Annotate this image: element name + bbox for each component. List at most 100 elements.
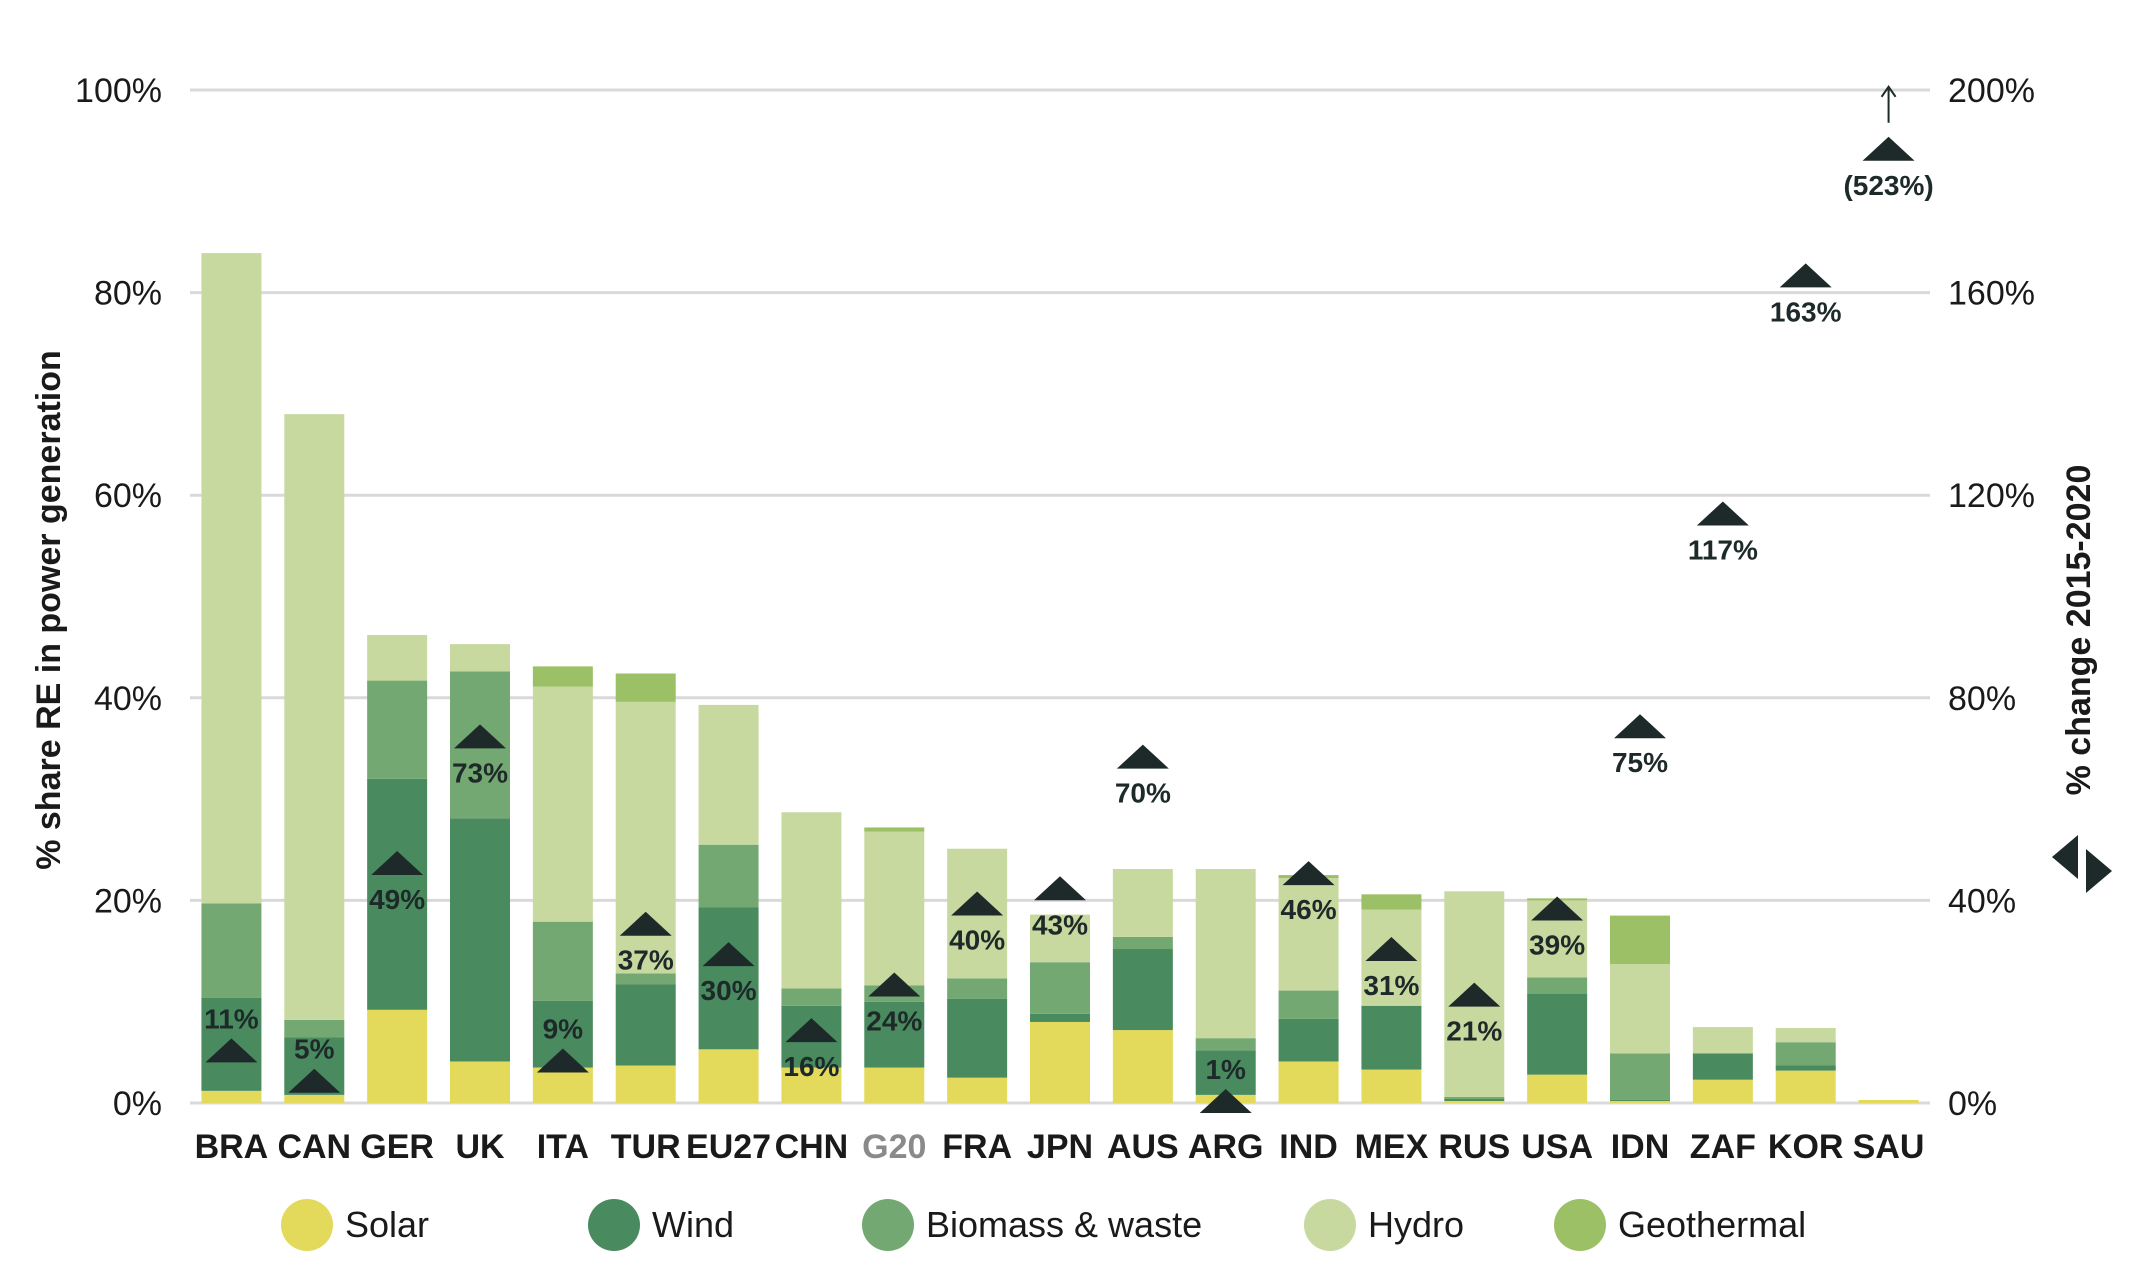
bar-segment-solar-g20 xyxy=(864,1067,925,1103)
bar-segment-biomass-waste-kor xyxy=(1775,1042,1836,1066)
category-label-arg: ARG xyxy=(1188,1128,1264,1166)
change-marker-mex xyxy=(1365,937,1418,962)
legend-swatch-geothermal xyxy=(1554,1199,1606,1251)
category-label-chn: CHN xyxy=(775,1128,849,1166)
left-tick-label: 80% xyxy=(94,275,162,313)
change-marker-g20 xyxy=(868,972,921,997)
change-label-chn: 16% xyxy=(783,1051,839,1082)
change-label-mex: 31% xyxy=(1363,970,1419,1001)
left-tick-label: 40% xyxy=(94,680,162,718)
change-marker-bra xyxy=(205,1038,258,1063)
category-label-rus: RUS xyxy=(1438,1128,1510,1166)
change-marker-eu27 xyxy=(702,942,755,967)
change-marker-aus xyxy=(1116,744,1169,769)
bar-segment-wind-ind xyxy=(1278,1018,1339,1062)
change-label-ind: 46% xyxy=(1281,894,1337,925)
bar-segment-hydro-arg xyxy=(1195,868,1256,1039)
change-marker-arg xyxy=(1199,1089,1252,1113)
bar-segment-solar-mex xyxy=(1361,1069,1422,1103)
bar-segment-geothermal-idn xyxy=(1610,915,1670,965)
off-scale-arrowhead-icon xyxy=(1880,85,1897,98)
bar-segment-biomass-waste-jpn xyxy=(1030,962,1090,1014)
bar-segment-hydro-idn xyxy=(1610,964,1670,1054)
bar-segment-wind-usa xyxy=(1527,993,1588,1075)
category-label-kor: KOR xyxy=(1768,1128,1844,1166)
legend-swatch-hydro xyxy=(1304,1199,1356,1251)
change-marker-kor xyxy=(1779,263,1832,288)
bar-segment-geothermal-mex xyxy=(1361,894,1422,910)
bar-segment-wind-rus xyxy=(1444,1098,1505,1101)
bar-segment-wind-g20 xyxy=(864,1001,925,1068)
bar-segment-biomass-waste-chn xyxy=(781,988,842,1006)
change-label-can: 5% xyxy=(294,1034,335,1065)
change-label-ita: 9% xyxy=(543,1013,584,1044)
bar-segment-wind-mex xyxy=(1361,1005,1422,1070)
category-label-eu27: EU27 xyxy=(686,1128,771,1166)
change-marker-zaf xyxy=(1696,501,1749,526)
bar-segment-biomass-waste-usa xyxy=(1527,977,1588,994)
legend-swatch-biomass-waste xyxy=(862,1199,914,1251)
category-label-can: CAN xyxy=(277,1128,351,1166)
right-tick-label: 160% xyxy=(1948,275,2035,313)
bar-segment-solar-fra xyxy=(947,1077,1008,1103)
change-label-aus: 70% xyxy=(1115,778,1171,809)
bar-segment-solar-ind xyxy=(1278,1061,1339,1103)
category-label-bra: BRA xyxy=(195,1128,269,1166)
bar-segment-biomass-waste-ger xyxy=(367,680,428,779)
bar-segment-biomass-waste-arg xyxy=(1195,1038,1256,1051)
bar-segment-biomass-waste-ita xyxy=(532,921,593,1001)
category-label-tur: TUR xyxy=(611,1128,681,1166)
bar-segment-wind-idn xyxy=(1610,1099,1670,1101)
category-label-aus: AUS xyxy=(1107,1128,1179,1166)
legend-swatch-solar xyxy=(281,1199,333,1251)
bar-segment-hydro-zaf xyxy=(1692,1027,1753,1054)
right-tick-label: 80% xyxy=(1948,680,2016,718)
bar-segment-hydro-g20 xyxy=(864,831,925,986)
change-label-usa: 39% xyxy=(1529,930,1585,961)
change-marker-ind xyxy=(1282,861,1335,886)
bar-segment-wind-uk xyxy=(450,818,510,1062)
category-label-ind: IND xyxy=(1279,1128,1338,1166)
bar-segment-hydro-kor xyxy=(1775,1028,1836,1043)
bar-segment-hydro-can xyxy=(284,414,345,1020)
change-marker-fra xyxy=(951,891,1004,916)
bar-segment-hydro-bra xyxy=(201,253,262,904)
bar-segment-wind-kor xyxy=(1775,1065,1836,1071)
bar-segment-solar-sau xyxy=(1858,1099,1919,1103)
right-tick-label: 120% xyxy=(1948,477,2035,515)
change-label-rus: 21% xyxy=(1446,1016,1502,1047)
change-label-uk: 73% xyxy=(452,757,508,788)
left-tick-label: 20% xyxy=(94,882,162,920)
bar-segment-biomass-waste-eu27 xyxy=(698,844,759,908)
bar-segment-biomass-waste-fra xyxy=(947,978,1008,999)
bar-segment-solar-chn xyxy=(781,1067,842,1103)
bar-segment-wind-jpn xyxy=(1030,1013,1090,1022)
change-label-tur: 37% xyxy=(618,945,674,976)
bar-segment-biomass-waste-idn xyxy=(1610,1053,1670,1100)
change-label-idn: 75% xyxy=(1612,747,1668,778)
change-marker-rus xyxy=(1448,982,1501,1007)
change-marker-tur xyxy=(619,911,672,936)
stacked-bars xyxy=(201,253,1919,1103)
change-marker-jpn xyxy=(1034,876,1086,901)
bar-segment-solar-aus xyxy=(1112,1030,1173,1103)
left-tick-label: 0% xyxy=(113,1085,162,1123)
category-label-uk: UK xyxy=(455,1128,505,1166)
legend-label-biomass-waste: Biomass & waste xyxy=(926,1204,1202,1245)
legend-label-wind: Wind xyxy=(652,1204,734,1245)
bar-segment-hydro-eu27 xyxy=(698,704,759,845)
bar-segment-solar-can xyxy=(284,1094,345,1103)
change-marker-uk xyxy=(454,724,506,749)
bar-segment-hydro-ger xyxy=(367,634,428,681)
bar-segment-biomass-waste-can xyxy=(284,1019,345,1038)
bar-segment-solar-bra xyxy=(201,1090,262,1103)
category-label-mex: MEX xyxy=(1355,1128,1429,1166)
bar-segment-geothermal-tur xyxy=(615,673,676,702)
change-label-arg: 1% xyxy=(1205,1054,1246,1085)
bar-segment-solar-ger xyxy=(367,1009,428,1103)
bar-segment-solar-ita xyxy=(532,1067,593,1103)
bar-segment-biomass-waste-tur xyxy=(615,973,676,985)
change-label-jpn: 43% xyxy=(1032,909,1088,940)
right-tick-label: 200% xyxy=(1948,72,2035,110)
